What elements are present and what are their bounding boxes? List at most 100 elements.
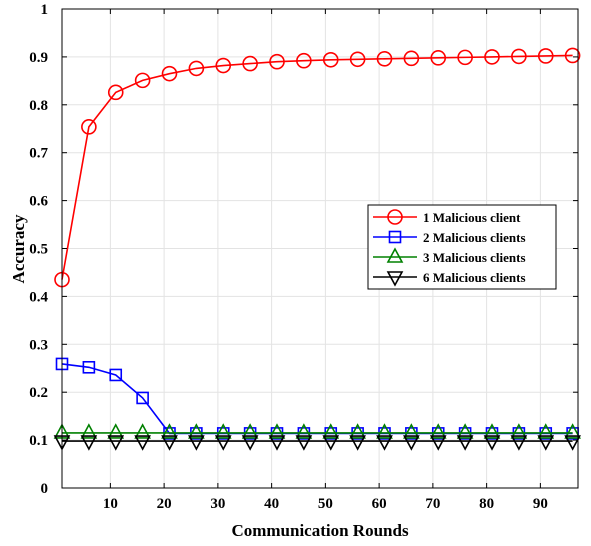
- circle-marker: [403, 50, 420, 67]
- circle-marker: [349, 51, 366, 68]
- x-tick-label: 20: [157, 496, 172, 512]
- legend-box: [367, 204, 557, 290]
- triangle-down-marker: [80, 435, 98, 451]
- y-tick-label: 0: [41, 481, 49, 497]
- triangle-down-marker: [537, 435, 555, 451]
- x-tick-label: 10: [103, 496, 118, 512]
- circle-marker: [376, 51, 393, 67]
- y-tick-label: 0.6: [29, 194, 48, 210]
- legend-entry: 6 Malicious clients: [373, 270, 526, 287]
- circle-marker: [188, 60, 205, 77]
- circle-marker: [215, 57, 232, 74]
- triangle-down-marker: [403, 435, 420, 451]
- square-marker: [82, 360, 96, 374]
- circle-marker: [537, 48, 554, 64]
- triangle-down-marker: [564, 435, 581, 451]
- square-marker: [388, 230, 402, 244]
- circle-marker: [564, 47, 581, 64]
- triangle-down-marker: [188, 435, 205, 451]
- y-axis-title: Accuracy: [9, 214, 28, 283]
- x-tick-label: 40: [264, 496, 279, 512]
- series-line: [61, 54, 573, 280]
- legend-label: 2 Malicious clients: [423, 230, 526, 245]
- triangle-down-marker: [268, 435, 286, 451]
- triangle-down-marker: [214, 435, 232, 451]
- legend-entry: 1 Malicious client: [373, 209, 521, 225]
- x-tick-label: 50: [318, 496, 333, 512]
- triangle-down-marker: [376, 435, 393, 451]
- circle-marker: [161, 65, 178, 82]
- triangle-up-marker: [322, 423, 340, 439]
- y-tick-label: 0.2: [29, 385, 48, 401]
- triangle-up-marker: [510, 423, 528, 439]
- x-tick-label: 80: [479, 496, 494, 512]
- triangle-up-marker: [295, 423, 313, 439]
- square-marker: [136, 391, 149, 405]
- triangle-up-marker: [161, 423, 178, 439]
- circle-marker: [242, 55, 258, 72]
- triangle-up-marker: [107, 423, 125, 439]
- triangle-down-marker: [483, 435, 501, 451]
- x-tick-label: 70: [425, 496, 440, 512]
- circle-marker: [430, 50, 447, 66]
- triangle-up-marker: [386, 247, 404, 263]
- triangle-up-marker: [403, 423, 420, 439]
- y-tick-label: 0.1: [29, 433, 48, 449]
- circle-marker: [484, 49, 500, 65]
- triangle-up-marker: [483, 423, 501, 439]
- circle-marker: [457, 49, 473, 66]
- triangle-down-marker: [322, 435, 340, 451]
- triangle-up-marker: [537, 423, 555, 439]
- triangle-down-marker: [386, 271, 404, 287]
- square-marker: [109, 368, 123, 382]
- y-tick-label: 0.9: [29, 50, 48, 66]
- y-tick-label: 0.7: [29, 146, 48, 162]
- triangle-up-marker: [241, 423, 259, 439]
- legend-entry: 2 Malicious clients: [373, 230, 526, 245]
- triangle-up-marker: [376, 423, 393, 439]
- series-3: [53, 423, 581, 439]
- triangle-up-marker: [429, 423, 447, 439]
- triangle-down-marker: [107, 435, 125, 451]
- legend-label: 6 Malicious clients: [423, 270, 526, 285]
- y-tick-label: 0.3: [29, 337, 48, 353]
- circle-marker: [511, 48, 527, 65]
- triangle-down-marker: [349, 435, 366, 451]
- triangle-up-marker: [456, 423, 474, 439]
- y-tick-label: 0.5: [29, 242, 48, 258]
- triangle-down-marker: [456, 435, 474, 451]
- triangle-down-marker: [161, 435, 178, 451]
- triangle-down-marker: [510, 435, 528, 451]
- x-tick-label: 90: [533, 496, 548, 512]
- x-tick-label: 30: [210, 496, 225, 512]
- triangle-down-marker: [429, 435, 447, 451]
- series-1: [54, 47, 581, 288]
- circle-marker: [134, 72, 151, 89]
- series-4: [53, 435, 581, 451]
- circle-marker: [296, 52, 312, 69]
- triangle-down-marker: [241, 435, 259, 451]
- triangle-up-marker: [268, 423, 286, 439]
- triangle-down-marker: [134, 435, 151, 451]
- legend-label: 3 Malicious clients: [423, 250, 526, 265]
- legend: 1 Malicious client 2 Malicious clients 3 M…: [367, 204, 557, 290]
- circle-marker: [322, 51, 339, 68]
- circle-marker: [387, 209, 403, 225]
- circle-marker: [269, 53, 285, 70]
- triangle-up-marker: [134, 423, 151, 439]
- triangle-up-marker: [188, 423, 205, 439]
- triangle-up-marker: [214, 423, 232, 439]
- series-layer: [53, 47, 581, 451]
- legend-label: 1 Malicious client: [423, 210, 521, 225]
- x-tick-label: 60: [372, 496, 387, 512]
- y-tick-label: 0.8: [29, 98, 48, 114]
- legend-entry: 3 Malicious clients: [373, 247, 526, 265]
- y-tick-label: 1: [41, 2, 49, 18]
- circle-marker: [81, 119, 97, 135]
- triangle-up-marker: [349, 423, 366, 439]
- triangle-up-marker: [80, 423, 98, 439]
- triangle-down-marker: [295, 435, 313, 451]
- circle-marker: [107, 84, 124, 101]
- triangle-up-marker: [564, 423, 581, 439]
